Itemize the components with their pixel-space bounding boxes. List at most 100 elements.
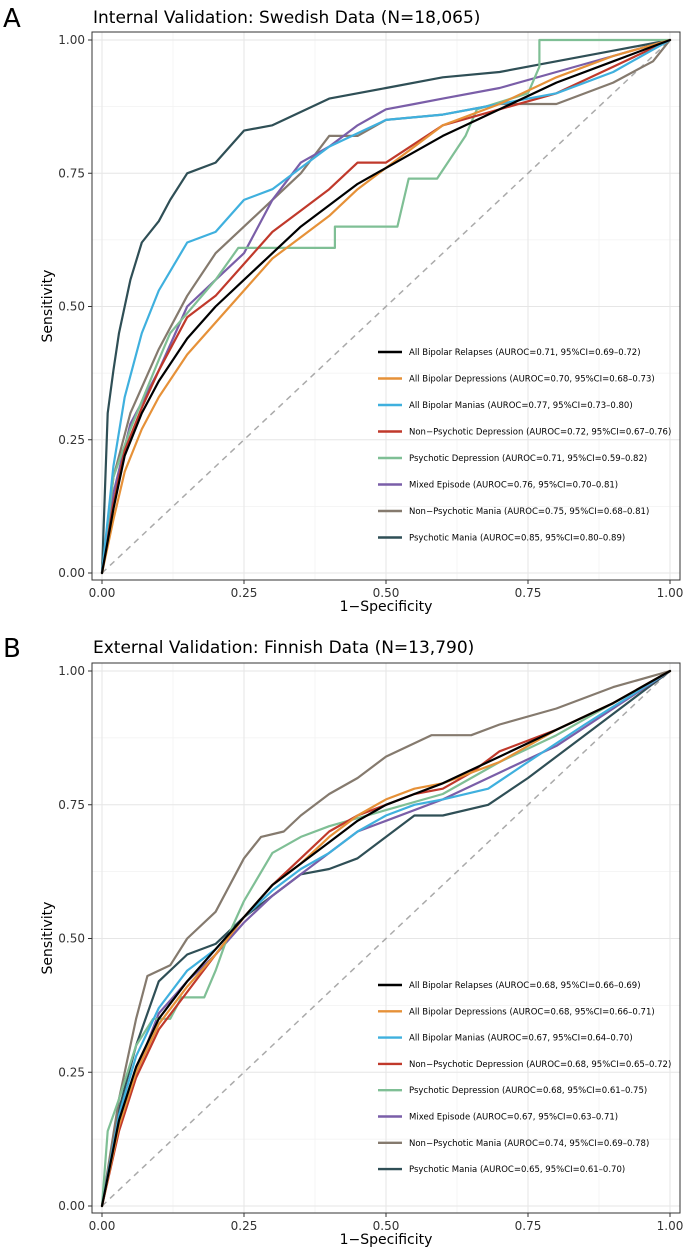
legend-series-name: Non−Psychotic Mania bbox=[409, 1139, 504, 1149]
reference-diagonal bbox=[101, 670, 671, 1207]
x-tick-label: 0.75 bbox=[515, 586, 542, 600]
y-tick-label: 0.25 bbox=[58, 433, 85, 447]
legend-item-all-bipolar-manias: All Bipolar Manias (AUROC=0.67, 95%CI=0.… bbox=[378, 1034, 633, 1044]
x-tick-label: 1.00 bbox=[657, 586, 684, 600]
legend-item-non-psychotic-depression: Non−Psychotic Depression (AUROC=0.68, 95… bbox=[378, 1060, 671, 1070]
legend-item-all-bipolar-manias: All Bipolar Manias (AUROC=0.77, 95%CI=0.… bbox=[378, 401, 633, 411]
y-tick-label: 0.50 bbox=[58, 932, 85, 946]
x-axis-title: 1−Specificity bbox=[340, 599, 433, 615]
legend-series-name: All Bipolar Depressions bbox=[409, 375, 509, 385]
legend-item-all-bipolar-relapses: All Bipolar Relapses (AUROC=0.71, 95%CI=… bbox=[378, 348, 641, 358]
legend-auroc-stat: (AUROC=0.71, 95%CI=0.69–0.72) bbox=[495, 348, 640, 358]
legend-auroc-stat: (AUROC=0.68, 95%CI=0.66–0.71) bbox=[509, 1007, 654, 1017]
legend-series-name: Mixed Episode bbox=[409, 1113, 473, 1123]
legend-series-name: All Bipolar Manias bbox=[409, 1034, 487, 1044]
panel-letter: B bbox=[3, 634, 21, 664]
legend-label: All Bipolar Manias (AUROC=0.77, 95%CI=0.… bbox=[409, 401, 633, 411]
legend-series-name: Mixed Episode bbox=[409, 481, 473, 491]
legend-label: Psychotic Depression (AUROC=0.68, 95%CI=… bbox=[409, 1086, 647, 1096]
legend-series-name: Psychotic Depression bbox=[409, 1086, 502, 1096]
legend-label: Psychotic Depression (AUROC=0.71, 95%CI=… bbox=[409, 454, 647, 464]
y-axis-title: Sensitivity bbox=[40, 902, 56, 975]
roc-curve-psychotic-depression bbox=[100, 669, 672, 1208]
panel-title: Internal Validation: Swedish Data (N=18,… bbox=[93, 8, 480, 28]
legend-label: Non−Psychotic Mania (AUROC=0.75, 95%CI=0… bbox=[409, 507, 649, 517]
legend-auroc-stat: (AUROC=0.76, 95%CI=0.70–0.81) bbox=[473, 481, 618, 491]
legend-series-name: All Bipolar Depressions bbox=[409, 1007, 509, 1017]
legend-auroc-stat: (AUROC=0.71, 95%CI=0.59–0.82) bbox=[502, 454, 647, 464]
panel-b: B External Validation: Finnish Data (N=13… bbox=[3, 634, 683, 1248]
legend-item-non-psychotic-depression: Non−Psychotic Depression (AUROC=0.72, 95… bbox=[378, 428, 671, 438]
roc-curves bbox=[100, 669, 672, 1208]
legend-item-non-psychotic-mania: Non−Psychotic Mania (AUROC=0.74, 95%CI=0… bbox=[378, 1139, 649, 1149]
roc-curve-all-bipolar-depressions bbox=[100, 38, 672, 575]
legend-auroc-stat: (AUROC=0.67, 95%CI=0.64–0.70) bbox=[487, 1034, 632, 1044]
legend-auroc-stat: (AUROC=0.67, 95%CI=0.63–0.71) bbox=[473, 1113, 618, 1123]
legend-label: Psychotic Mania (AUROC=0.65, 95%CI=0.61–… bbox=[409, 1165, 625, 1175]
roc-curve-all-bipolar-depressions bbox=[100, 669, 672, 1208]
legend-series-name: Psychotic Depression bbox=[409, 454, 502, 464]
panel-letter: A bbox=[3, 4, 21, 34]
legend-label: All Bipolar Relapses (AUROC=0.68, 95%CI=… bbox=[409, 981, 641, 991]
x-axis-title: 1−Specificity bbox=[340, 1232, 433, 1248]
legend-series-name: All Bipolar Relapses bbox=[409, 981, 495, 991]
legend-series-name: All Bipolar Relapses bbox=[409, 348, 495, 358]
legend-item-psychotic-depression: Psychotic Depression (AUROC=0.68, 95%CI=… bbox=[378, 1086, 647, 1096]
legend-auroc-stat: (AUROC=0.85, 95%CI=0.80–0.89) bbox=[480, 534, 625, 544]
legend-auroc-stat: (AUROC=0.74, 95%CI=0.69–0.78) bbox=[504, 1139, 649, 1149]
y-tick-label: 0.00 bbox=[58, 566, 85, 580]
legend-item-all-bipolar-depressions: All Bipolar Depressions (AUROC=0.70, 95%… bbox=[378, 375, 655, 385]
legend-series-name: Non−Psychotic Mania bbox=[409, 507, 504, 517]
roc-curves bbox=[100, 38, 672, 575]
roc-curve-all-bipolar-relapses bbox=[100, 669, 672, 1208]
legend: All Bipolar Relapses (AUROC=0.71, 95%CI=… bbox=[378, 348, 671, 544]
x-tick-label: 0.75 bbox=[515, 1219, 542, 1233]
legend-label: Non−Psychotic Depression (AUROC=0.72, 95… bbox=[409, 428, 671, 438]
x-tick-label: 0.25 bbox=[231, 1219, 258, 1233]
legend-label: Non−Psychotic Mania (AUROC=0.74, 95%CI=0… bbox=[409, 1139, 649, 1149]
x-tick-label: 1.00 bbox=[657, 1219, 684, 1233]
roc-curve-all-bipolar-relapses bbox=[100, 38, 672, 575]
x-tick-label: 0.50 bbox=[373, 1219, 400, 1233]
legend-series-name: Non−Psychotic Depression bbox=[409, 428, 526, 438]
legend-label: All Bipolar Relapses (AUROC=0.71, 95%CI=… bbox=[409, 348, 641, 358]
roc-curve-all-bipolar-manias bbox=[100, 669, 672, 1208]
y-axis-title: Sensitivity bbox=[40, 270, 56, 343]
y-tick-label: 0.25 bbox=[58, 1065, 85, 1079]
roc-curve-non-psychotic-depression bbox=[100, 669, 672, 1208]
legend-label: Non−Psychotic Depression (AUROC=0.68, 95… bbox=[409, 1060, 671, 1070]
legend-item-all-bipolar-depressions: All Bipolar Depressions (AUROC=0.68, 95%… bbox=[378, 1007, 655, 1017]
legend-label: Psychotic Mania (AUROC=0.85, 95%CI=0.80–… bbox=[409, 534, 625, 544]
legend-item-psychotic-depression: Psychotic Depression (AUROC=0.71, 95%CI=… bbox=[378, 454, 647, 464]
roc-curve-non-psychotic-depression bbox=[100, 38, 672, 575]
legend-series-name: All Bipolar Manias bbox=[409, 401, 487, 411]
x-tick-label: 0.25 bbox=[231, 586, 258, 600]
panel-a: A Internal Validation: Swedish Data (N=18… bbox=[3, 4, 683, 615]
legend-label: Mixed Episode (AUROC=0.67, 95%CI=0.63–0.… bbox=[409, 1113, 618, 1123]
y-tick-label: 1.00 bbox=[58, 33, 85, 47]
roc-curve-psychotic-mania bbox=[100, 38, 672, 575]
roc-curve-psychotic-depression bbox=[100, 38, 672, 575]
legend-item-all-bipolar-relapses: All Bipolar Relapses (AUROC=0.68, 95%CI=… bbox=[378, 981, 641, 991]
legend-auroc-stat: (AUROC=0.68, 95%CI=0.65–0.72) bbox=[526, 1060, 671, 1070]
legend-series-name: Non−Psychotic Depression bbox=[409, 1060, 526, 1070]
legend-item-non-psychotic-mania: Non−Psychotic Mania (AUROC=0.75, 95%CI=0… bbox=[378, 507, 649, 517]
x-tick-label: 0.00 bbox=[89, 586, 116, 600]
legend-auroc-stat: (AUROC=0.75, 95%CI=0.68–0.81) bbox=[504, 507, 649, 517]
y-tick-label: 0.50 bbox=[58, 300, 85, 314]
legend-label: Mixed Episode (AUROC=0.76, 95%CI=0.70–0.… bbox=[409, 481, 618, 491]
y-tick-label: 0.75 bbox=[58, 166, 85, 180]
reference-diagonal bbox=[101, 39, 671, 574]
legend-auroc-stat: (AUROC=0.65, 95%CI=0.61–0.70) bbox=[480, 1165, 625, 1175]
legend-series-name: Psychotic Mania bbox=[409, 1165, 480, 1175]
legend-series-name: Psychotic Mania bbox=[409, 534, 480, 544]
legend-item-mixed-episode: Mixed Episode (AUROC=0.76, 95%CI=0.70–0.… bbox=[378, 481, 618, 491]
legend-item-psychotic-mania: Psychotic Mania (AUROC=0.65, 95%CI=0.61–… bbox=[378, 1165, 625, 1175]
legend-item-mixed-episode: Mixed Episode (AUROC=0.67, 95%CI=0.63–0.… bbox=[378, 1113, 618, 1123]
legend-auroc-stat: (AUROC=0.70, 95%CI=0.68–0.73) bbox=[509, 375, 654, 385]
legend-auroc-stat: (AUROC=0.72, 95%CI=0.67–0.76) bbox=[526, 428, 671, 438]
x-tick-label: 0.00 bbox=[89, 1219, 116, 1233]
plot-frame bbox=[91, 662, 681, 1214]
x-tick-label: 0.50 bbox=[373, 586, 400, 600]
legend-auroc-stat: (AUROC=0.68, 95%CI=0.61–0.75) bbox=[502, 1086, 647, 1096]
